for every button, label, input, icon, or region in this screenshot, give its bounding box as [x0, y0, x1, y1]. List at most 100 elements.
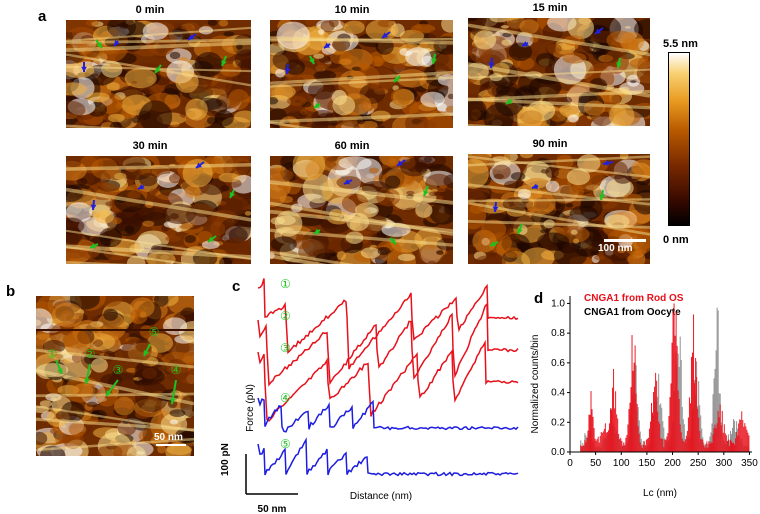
histogram-bar — [699, 430, 701, 452]
histogram-bar — [620, 437, 622, 452]
blue-arrow — [488, 57, 495, 69]
histogram-bar — [673, 303, 675, 452]
histogram-bar — [698, 381, 700, 452]
afm-frame-10min — [270, 20, 453, 128]
force-curves: Force (pN) Distance (nm) 50 nm ① ② ③ ④ ⑤ — [245, 277, 519, 514]
y-axis-label: Normalized counts/bin — [530, 335, 541, 434]
histogram-bar — [695, 358, 697, 452]
histogram-bar — [590, 391, 592, 452]
histogram-bar — [596, 439, 598, 452]
histogram-bar — [623, 442, 625, 452]
histogram-bar — [737, 435, 739, 452]
histogram-bar — [608, 423, 610, 452]
histogram-bar — [700, 415, 702, 452]
histogram-bar — [733, 442, 735, 452]
histogram-bar — [634, 345, 636, 452]
molecule-marker: ② — [85, 347, 96, 361]
histogram-bar — [594, 438, 596, 452]
histogram-bar — [631, 335, 633, 452]
distance-scale-label: 50 nm — [258, 504, 287, 514]
histogram-bar — [664, 439, 666, 452]
x-tick-label: 300 — [715, 458, 732, 469]
x-tick-label: 350 — [741, 458, 758, 469]
histogram-bar — [729, 439, 731, 452]
histogram-bar — [712, 394, 714, 452]
blue-arrow — [594, 27, 604, 35]
frame-time-label: 60 min — [334, 140, 370, 152]
histogram-bar — [681, 438, 683, 452]
force-axis-label: Force (pN) — [245, 384, 256, 432]
histogram-bar — [644, 445, 646, 452]
histogram-bar — [659, 423, 661, 452]
histogram-bar — [626, 435, 628, 452]
histogram-bar — [635, 393, 637, 452]
histogram-bar — [662, 421, 664, 452]
histogram-bar — [653, 391, 655, 452]
histogram-bar — [693, 314, 695, 452]
histogram-bar — [651, 402, 653, 452]
histogram-bar — [703, 445, 705, 452]
green-arrow — [599, 189, 605, 201]
green-arrow — [423, 185, 429, 197]
histogram-bar — [692, 352, 694, 452]
histogram-bar — [679, 336, 681, 452]
histogram-bar — [652, 412, 654, 452]
force-trace — [257, 339, 519, 422]
histogram-bar — [621, 440, 623, 452]
histogram-bar — [714, 424, 716, 452]
histogram-bar — [730, 441, 732, 452]
histogram-bar — [639, 431, 641, 452]
x-tick-label: 50 — [590, 458, 602, 469]
green-arrow — [154, 64, 162, 74]
histogram-bar — [689, 403, 691, 452]
trace-number-label: ① — [280, 277, 291, 291]
blue-arrow — [137, 184, 145, 190]
histogram-bar — [593, 428, 595, 452]
histogram-bar — [625, 437, 627, 452]
histogram-bar — [619, 439, 621, 452]
scale-bar-b-label: 50 nm — [154, 432, 183, 443]
histogram-bar — [663, 447, 665, 452]
blue-arrow — [81, 62, 87, 72]
histogram-bar — [583, 445, 585, 452]
histogram-bar — [683, 442, 685, 452]
panel-c-letter: c — [232, 278, 241, 295]
afm-frame-90min — [468, 154, 650, 264]
trace-number-label: ④ — [280, 391, 291, 405]
histogram-bar — [701, 439, 703, 452]
histogram-bar — [641, 447, 643, 452]
histogram-bar — [639, 442, 641, 452]
green-arrow — [505, 98, 513, 105]
distance-axis-label: Distance (nm) — [350, 491, 412, 502]
histogram-bar — [747, 432, 749, 452]
force-scale-text: 100 pN — [220, 443, 231, 476]
x-tick-label: 150 — [639, 458, 656, 469]
histogram-bar — [683, 424, 685, 452]
green-arrow — [389, 237, 397, 245]
histogram-bar — [591, 409, 593, 452]
green-arrow — [517, 223, 523, 235]
histogram-bar — [602, 431, 604, 452]
scale-bar-b-line — [156, 444, 186, 446]
blue-arrow — [602, 160, 614, 166]
histogram-bar — [640, 445, 642, 452]
histogram-bar — [609, 408, 611, 452]
scale-bar-line — [604, 239, 646, 242]
histogram-bar — [672, 312, 674, 452]
blue-arrow — [531, 183, 539, 190]
histogram-bar — [711, 443, 713, 452]
panel-b-letter: b — [6, 283, 16, 300]
histogram-bar — [715, 350, 717, 452]
histogram-bar — [580, 445, 582, 452]
histogram-bar — [677, 390, 679, 452]
histogram-bar — [589, 414, 591, 452]
frame-time-label: 90 min — [532, 138, 568, 150]
histogram-bar — [734, 444, 736, 452]
histogram-bar — [716, 307, 718, 452]
histogram-bar — [667, 432, 669, 452]
histogram-bar — [700, 439, 702, 452]
blue-arrow — [90, 199, 97, 211]
histogram-bar — [722, 432, 724, 452]
histogram-bar — [617, 418, 619, 452]
green-arrow — [95, 39, 103, 49]
